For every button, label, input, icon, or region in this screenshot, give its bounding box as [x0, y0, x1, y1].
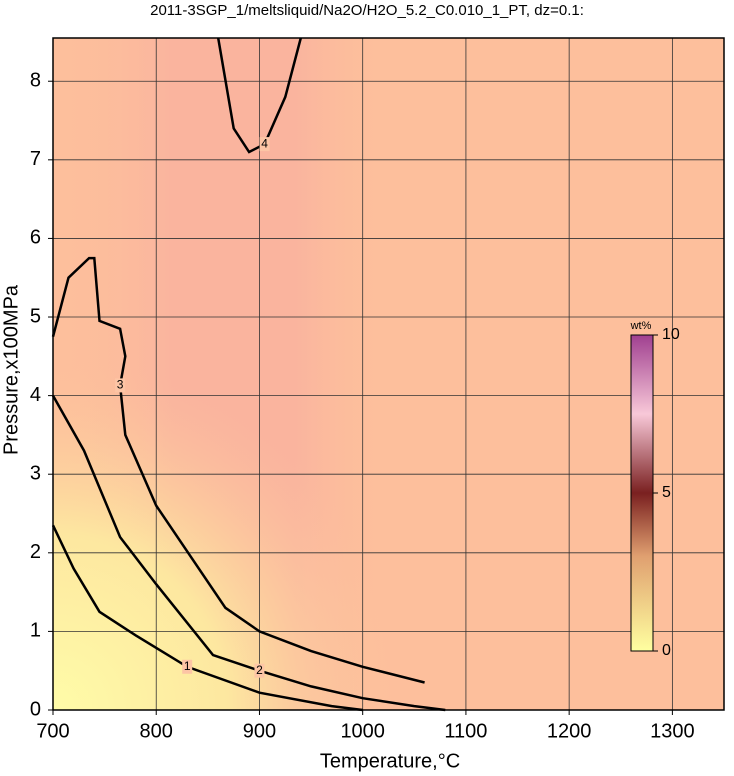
contour-label: 2 — [256, 663, 263, 677]
y-tick-label: 1 — [30, 620, 41, 642]
y-tick-label: 3 — [30, 462, 41, 484]
contour-label-bg — [115, 378, 126, 393]
x-tick-label: 900 — [243, 720, 276, 742]
plot-frame — [52, 37, 725, 711]
x-tick-label: 1000 — [340, 720, 385, 742]
chart-title: 2011-3SGP_1/meltsliquid/Na2O/H2O_5.2_C0.… — [150, 2, 584, 19]
colorbar-tick-label: 5 — [662, 484, 671, 501]
y-tick-label: 5 — [30, 305, 41, 327]
contour-label-bg — [254, 663, 265, 678]
y-tick-label: 4 — [30, 384, 41, 406]
x-tick-label: 1300 — [650, 720, 695, 742]
y-tick-label: 2 — [30, 541, 41, 563]
colorbar-tick-label: 0 — [662, 642, 671, 659]
y-tick-label: 0 — [30, 698, 41, 720]
colorbar — [630, 334, 654, 652]
contour-label-bg — [182, 659, 193, 674]
contour-label: 3 — [117, 378, 124, 392]
colorbar-tick-label: 10 — [662, 326, 680, 343]
x-tick-label: 700 — [36, 720, 69, 742]
x-tick-label: 1200 — [547, 720, 592, 742]
contour-label: 1 — [184, 659, 191, 673]
x-axis-label: Temperature,°C — [320, 750, 460, 772]
plot-shade — [53, 38, 724, 710]
y-tick-label: 6 — [30, 227, 41, 249]
contour-label-bg — [259, 137, 270, 152]
colorbar-label: wt% — [630, 320, 652, 332]
y-axis-label: Pressure,x100MPa — [0, 284, 22, 455]
contour-line — [216, 37, 303, 154]
x-tick-label: 1100 — [444, 720, 487, 742]
y-tick-label: 7 — [30, 148, 41, 170]
contour-line — [51, 524, 363, 712]
contour-line — [51, 394, 446, 712]
contour-label: 4 — [261, 136, 268, 150]
x-tick-label: 800 — [140, 720, 173, 742]
y-tick-label: 8 — [30, 70, 41, 92]
